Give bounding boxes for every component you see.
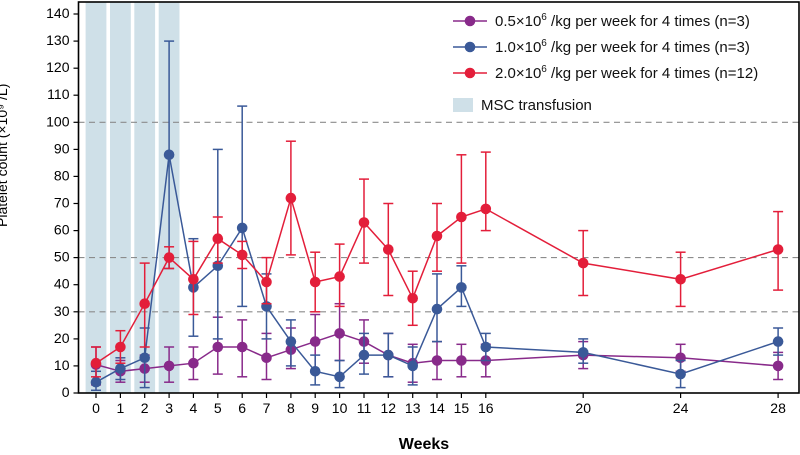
svg-text:6: 6	[238, 400, 246, 416]
svg-text:15: 15	[454, 400, 470, 416]
svg-text:20: 20	[54, 330, 70, 346]
svg-text:50: 50	[54, 249, 70, 265]
svg-text:13: 13	[405, 400, 421, 416]
svg-text:4: 4	[190, 400, 198, 416]
svg-text:10: 10	[54, 357, 70, 373]
svg-text:110: 110	[47, 86, 70, 102]
svg-text:80: 80	[54, 167, 70, 183]
svg-text:120: 120	[46, 59, 70, 75]
svg-text:12: 12	[381, 400, 397, 416]
svg-text:2: 2	[141, 400, 149, 416]
svg-text:0: 0	[62, 384, 70, 400]
svg-text:8: 8	[287, 400, 295, 416]
svg-text:20: 20	[575, 400, 591, 416]
svg-text:14: 14	[429, 400, 445, 416]
svg-text:140: 140	[46, 5, 70, 21]
svg-text:0: 0	[92, 400, 100, 416]
svg-text:130: 130	[46, 32, 70, 48]
svg-text:100: 100	[46, 113, 70, 129]
svg-text:3: 3	[165, 400, 173, 416]
svg-text:16: 16	[478, 400, 494, 416]
svg-text:90: 90	[54, 140, 70, 156]
svg-text:40: 40	[54, 276, 70, 292]
svg-text:5: 5	[214, 400, 222, 416]
svg-text:10: 10	[332, 400, 348, 416]
svg-text:1: 1	[117, 400, 125, 416]
svg-text:9: 9	[311, 400, 319, 416]
svg-text:24: 24	[673, 400, 689, 416]
svg-text:70: 70	[54, 195, 70, 211]
svg-text:60: 60	[54, 222, 70, 238]
svg-text:11: 11	[357, 400, 372, 416]
svg-text:28: 28	[770, 400, 786, 416]
svg-text:30: 30	[54, 303, 70, 319]
svg-text:7: 7	[263, 400, 271, 416]
